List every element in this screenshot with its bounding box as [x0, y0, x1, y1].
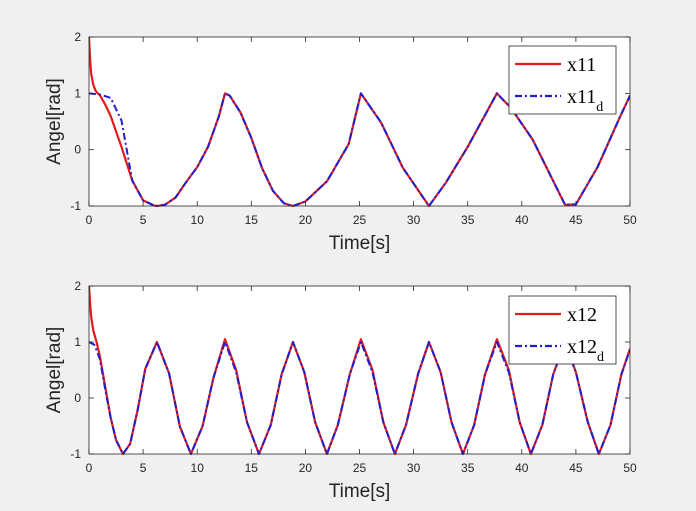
x-tick-label: 15: [245, 461, 259, 475]
y-axis-title: Angel[rad]: [44, 327, 65, 414]
x-tick-label: 5: [140, 461, 147, 475]
x-axis-title: Time[s]: [329, 481, 391, 502]
y-tick-label: 2: [74, 279, 81, 293]
x-tick-label: 35: [461, 213, 475, 227]
legend: x12 x12d: [508, 295, 617, 365]
subplot-x11: 0 5 10 15 20 25 30 35 40 45 50 -1 0 1 2 Time[s] Angel[ra…: [44, 30, 637, 254]
legend-label: x11d: [567, 86, 603, 115]
x-tick-label: 20: [299, 461, 313, 475]
x-tick-label: 40: [515, 213, 529, 227]
series-group: [89, 285, 630, 455]
x-tick-label: 5: [140, 213, 147, 227]
series-line-desired: [89, 92, 630, 207]
series-group: [89, 36, 630, 207]
legend-label: x12: [567, 304, 597, 326]
y-tick-label: 1: [74, 86, 81, 100]
x-tick-label: 15: [245, 213, 259, 227]
x-tick-label: 30: [407, 213, 421, 227]
x-tick-label: 10: [191, 213, 205, 227]
legend: x11 x11d: [508, 45, 617, 115]
y-tick-label: 2: [74, 30, 81, 44]
x-tick-label: 45: [569, 213, 583, 227]
x-axis-title: Time[s]: [329, 233, 391, 254]
legend-box: [508, 295, 617, 365]
x-tick-label: 0: [86, 461, 93, 475]
y-tick-label: 1: [74, 335, 81, 349]
y-tick-label: -1: [70, 199, 81, 213]
x-tick-label: 30: [407, 461, 421, 475]
y-tick-label: -1: [70, 447, 81, 461]
x-tick-label: 50: [623, 213, 637, 227]
y-axis-title: Angel[rad]: [44, 78, 65, 165]
legend-box: [508, 45, 617, 115]
y-tick-label: 0: [74, 391, 81, 405]
x-tick-label: 35: [461, 461, 475, 475]
x-tick-label: 25: [353, 461, 367, 475]
x-tick-label: 50: [623, 461, 637, 475]
series-line-desired: [89, 341, 630, 455]
y-tick-label: 0: [74, 143, 81, 157]
x-tick-label: 40: [515, 461, 529, 475]
x-tick-label: 0: [86, 213, 93, 227]
legend-label: x12d: [567, 336, 604, 365]
x-tick-label: 45: [569, 461, 583, 475]
subplot-x12: 0 5 10 15 20 25 30 35 40 45 50 -1 0 1 2 Time[s] Angel[ra…: [44, 279, 637, 502]
x-tick-label: 10: [191, 461, 205, 475]
legend-label: x11: [567, 54, 596, 76]
x-tick-label: 25: [353, 213, 367, 227]
x-tick-label: 20: [299, 213, 313, 227]
